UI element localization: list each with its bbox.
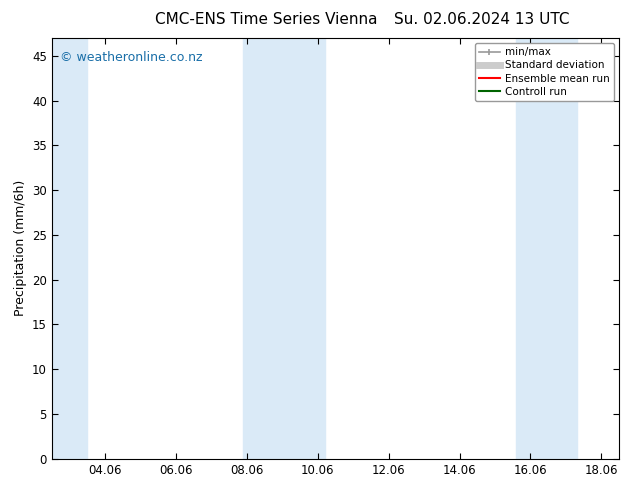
Bar <box>243 38 325 459</box>
Text: Su. 02.06.2024 13 UTC: Su. 02.06.2024 13 UTC <box>394 12 569 27</box>
Legend: min/max, Standard deviation, Ensemble mean run, Controll run: min/max, Standard deviation, Ensemble me… <box>475 43 614 101</box>
Y-axis label: Precipitation (mm/6h): Precipitation (mm/6h) <box>13 180 27 317</box>
Bar <box>516 38 576 459</box>
Text: © weatheronline.co.nz: © weatheronline.co.nz <box>60 50 203 64</box>
Text: CMC-ENS Time Series Vienna: CMC-ENS Time Series Vienna <box>155 12 377 27</box>
Bar <box>52 38 87 459</box>
